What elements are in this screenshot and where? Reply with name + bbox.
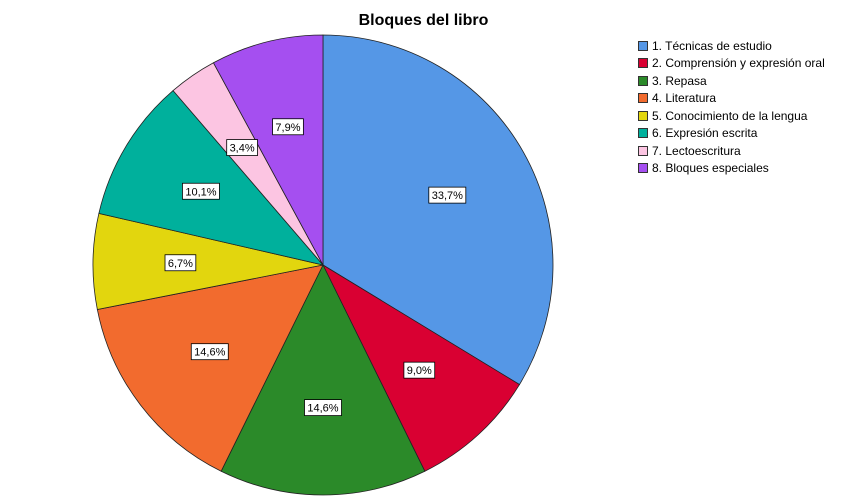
pie-slice: [96, 264, 324, 472]
slice-data-label-box: [164, 254, 197, 272]
legend-item: 7. Lectoescritura: [638, 142, 825, 160]
slice-data-label: 14,6%: [304, 399, 342, 417]
legend-label: 4. Literatura: [652, 91, 717, 106]
slice-data-label-box: [304, 399, 342, 417]
legend-swatch: [638, 128, 648, 139]
slice-data-label-text: 14,6%: [307, 403, 338, 415]
legend-item: 1. Técnicas de estudio: [638, 37, 825, 55]
slice-data-label: 3,4%: [226, 139, 258, 156]
legend-swatch: [638, 93, 648, 104]
legend-label: 2. Comprensión y expresión oral: [652, 56, 825, 71]
slice-data-label-box: [272, 118, 304, 136]
legend-item: 8. Bloques especiales: [638, 160, 825, 178]
legend-item: 4. Literatura: [638, 90, 825, 108]
slice-data-label-text: 6,7%: [168, 258, 193, 270]
slice-data-label: 6,7%: [164, 254, 197, 272]
slice-data-label-box: [182, 182, 220, 200]
pie-slice: [98, 90, 325, 266]
slice-data-label-box: [428, 186, 467, 204]
slice-data-label-box: [226, 139, 258, 156]
legend-label: 3. Repasa: [652, 73, 707, 88]
legend-swatch: [638, 163, 648, 174]
legend-label: 1. Técnicas de estudio: [652, 38, 772, 53]
slice-data-label-text: 10,1%: [185, 186, 216, 198]
slice-data-label-text: 3,4%: [230, 143, 255, 155]
legend-swatch: [638, 75, 648, 86]
slice-data-label-text: 33,7%: [432, 190, 463, 202]
slice-data-label: 9,0%: [403, 361, 436, 379]
chart-title: Bloques del libro: [358, 12, 489, 29]
legend-label: 6. Expresión escrita: [652, 126, 758, 141]
legend-item: 3. Repasa: [638, 72, 825, 90]
slice-data-label-text: 14,6%: [194, 347, 225, 359]
pie-slice: [322, 34, 554, 386]
legend-swatch: [638, 40, 648, 51]
legend: 1. Técnicas de estudio 2. Comprensión y …: [638, 37, 825, 177]
legend-item: 6. Expresión escrita: [638, 125, 825, 143]
legend-label: 8. Bloques especiales: [652, 161, 769, 176]
slice-data-label: 10,1%: [182, 182, 220, 200]
legend-label: 7. Lectoescritura: [652, 143, 741, 158]
slice-data-label: 14,6%: [190, 343, 229, 361]
pie-slice: [220, 264, 426, 496]
slice-data-label: 33,7%: [428, 186, 467, 204]
slice-data-label-box: [190, 343, 229, 361]
legend-item: 2. Comprensión y expresión oral: [638, 55, 825, 73]
legend-swatch: [638, 58, 648, 69]
slice-data-label-text: 9,0%: [407, 365, 432, 377]
slice-data-label-text: 7,9%: [275, 122, 300, 134]
legend-item: 5. Conocimiento de la lengua: [638, 107, 825, 125]
legend-swatch: [638, 110, 648, 121]
legend-swatch: [638, 145, 648, 156]
slice-data-label: 7,9%: [272, 118, 304, 136]
legend-label: 5. Conocimiento de la lengua: [652, 108, 808, 123]
slice-data-label-box: [403, 361, 436, 379]
pie-slice: [212, 34, 324, 266]
